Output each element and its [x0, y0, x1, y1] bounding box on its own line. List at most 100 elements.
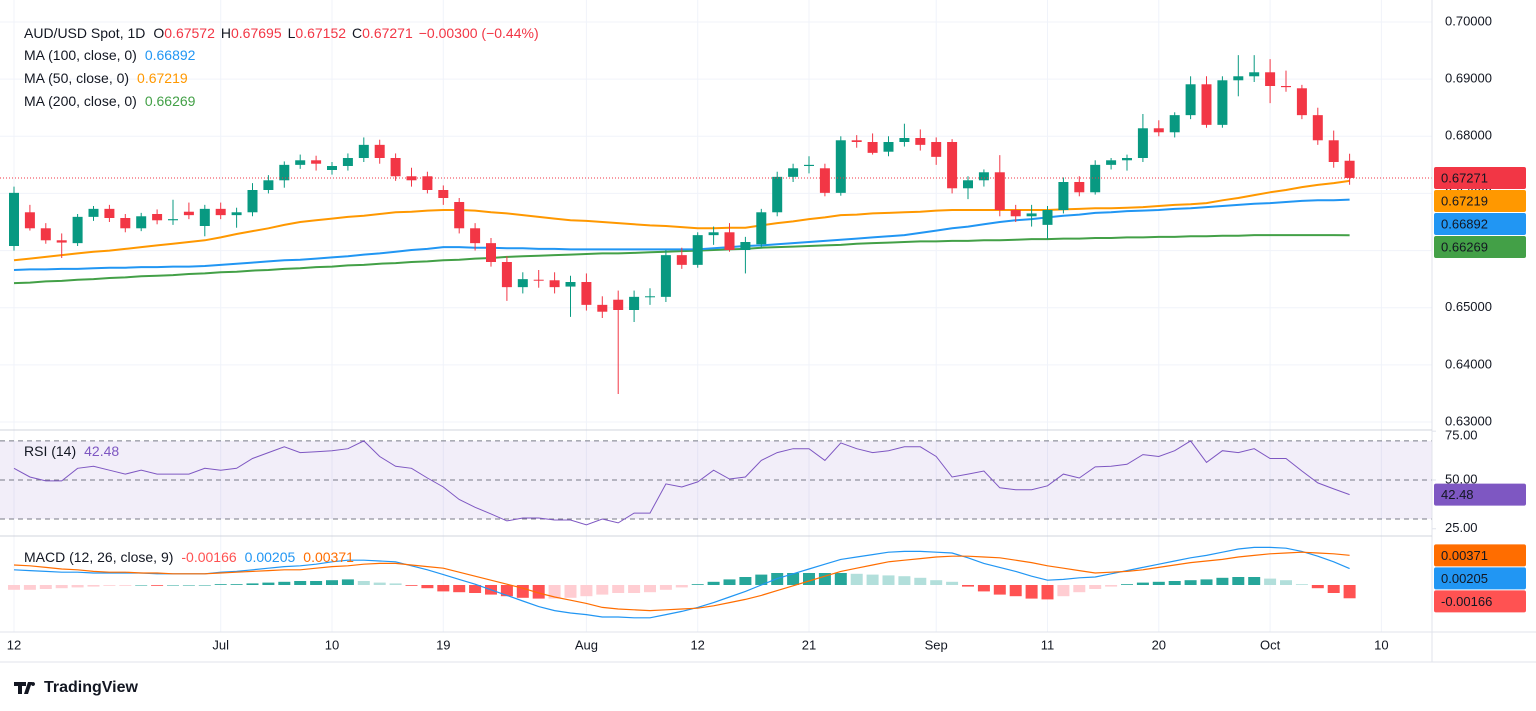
histogram-bar [1232, 577, 1245, 585]
candle-body [788, 168, 799, 177]
histogram-bar [389, 583, 402, 585]
histogram-bar [373, 582, 386, 585]
candle-body [915, 138, 926, 145]
candle-body [390, 158, 401, 177]
price-badge-label: 0.00205 [1441, 571, 1488, 586]
histogram-bar [1121, 584, 1133, 585]
candle-body [660, 255, 671, 297]
histogram-bar [1025, 585, 1038, 599]
candle-body [867, 142, 878, 153]
brand: TradingView [44, 679, 139, 696]
candle-body [1042, 210, 1053, 225]
candle-body [1281, 86, 1291, 88]
candle-body [1312, 115, 1323, 141]
ohlc-label: C [352, 25, 362, 41]
histogram-bar [993, 585, 1006, 595]
candle-body [247, 190, 258, 213]
y-tick-label: 0.70000 [1445, 13, 1492, 28]
histogram-bar [198, 585, 211, 586]
price-badge [1434, 212, 1526, 235]
candle-body [454, 202, 465, 229]
histogram-bar [1184, 580, 1197, 585]
candle-body [1296, 88, 1307, 116]
plot [0, 55, 1432, 619]
histogram-bar [103, 585, 116, 586]
histogram-bar [612, 585, 625, 593]
macd-line [13, 546, 1350, 619]
histogram-bar [1327, 585, 1340, 593]
candle-body [120, 218, 131, 229]
histogram-bar [596, 585, 609, 595]
x-tick-label: Sep [925, 637, 948, 652]
y-tick-label: 75.00 [1445, 427, 1478, 442]
y-tick-label: 0.63000 [1445, 413, 1492, 428]
candle-body [358, 144, 369, 158]
legend-value: 0.00205 [245, 549, 296, 565]
y-tick-label: 0.65000 [1445, 299, 1492, 314]
price-badge [1434, 567, 1526, 590]
legend-entry: MACD (12, 26, close, 9) -0.00166 0.00205 0.… [24, 549, 354, 565]
price-badge-label: 0.67271 [1441, 170, 1488, 185]
candle-body [183, 211, 194, 216]
candle-body [231, 212, 242, 216]
candle-body [851, 140, 862, 142]
candle-body [56, 240, 67, 243]
ohlc-label: H [221, 25, 231, 41]
ohlc-value: 0.67695 [231, 25, 282, 41]
candle-body [1169, 115, 1180, 133]
x-tick-label: 11 [1041, 637, 1055, 652]
histogram-bar [1311, 585, 1324, 589]
moving-average [13, 179, 1350, 262]
histogram-bar [1089, 585, 1102, 589]
histogram-bar [326, 580, 338, 585]
histogram-bar [55, 585, 68, 589]
candle-body [215, 208, 226, 216]
histogram-bar [469, 585, 482, 593]
legend-value: -0.00166 [181, 549, 236, 565]
price-badge-label: 0.00371 [1441, 548, 1488, 563]
candle-body [104, 208, 115, 218]
histogram-bar [850, 573, 863, 585]
candle-body [533, 279, 544, 281]
histogram-bar [1041, 585, 1054, 600]
x-tick-label: Oct [1260, 637, 1281, 652]
histogram-bar [87, 585, 100, 587]
signal-line [13, 551, 1350, 612]
candle-body [1122, 158, 1132, 161]
histogram-bar [1136, 582, 1149, 585]
y-tick-label: 50.00 [1445, 471, 1478, 486]
histogram-bar [1295, 584, 1308, 585]
price-badge-label: 0.67219 [1441, 193, 1488, 208]
histogram-bar [1152, 581, 1165, 585]
candle-body [1217, 80, 1228, 125]
ohlc-label: O [153, 25, 164, 41]
legend-entry: MA (200, close, 0) 0.66269 [24, 93, 196, 109]
histogram-bar [691, 584, 704, 585]
candle-body [374, 144, 385, 158]
histogram-bar [659, 585, 672, 590]
histogram-bar [23, 585, 36, 590]
candle-body [1344, 160, 1355, 178]
legend-name: MA (50, close, 0) [24, 70, 129, 86]
candle-body [676, 255, 687, 265]
candle-body [279, 164, 290, 181]
candle-body [1074, 182, 1085, 193]
axes: 12 Jul 10 19 Aug 12 21 Sep 11 20 Oct 10 0.63000 0.640… [0, 0, 1536, 663]
histogram-bar [39, 585, 52, 589]
candle-body [40, 228, 51, 241]
histogram-bar [230, 584, 243, 585]
candle-body [994, 172, 1005, 210]
x-tick-label: 12 [7, 637, 21, 652]
histogram-bar [421, 585, 434, 589]
candle-body [692, 235, 703, 265]
candle-body [1058, 182, 1069, 210]
histogram-bar [294, 581, 307, 585]
candle-body [931, 142, 942, 157]
histogram-bar [437, 585, 450, 592]
candle-body [1265, 72, 1276, 86]
candle-body [1153, 128, 1164, 133]
candle-body [978, 172, 989, 181]
candle-body [1201, 84, 1212, 125]
